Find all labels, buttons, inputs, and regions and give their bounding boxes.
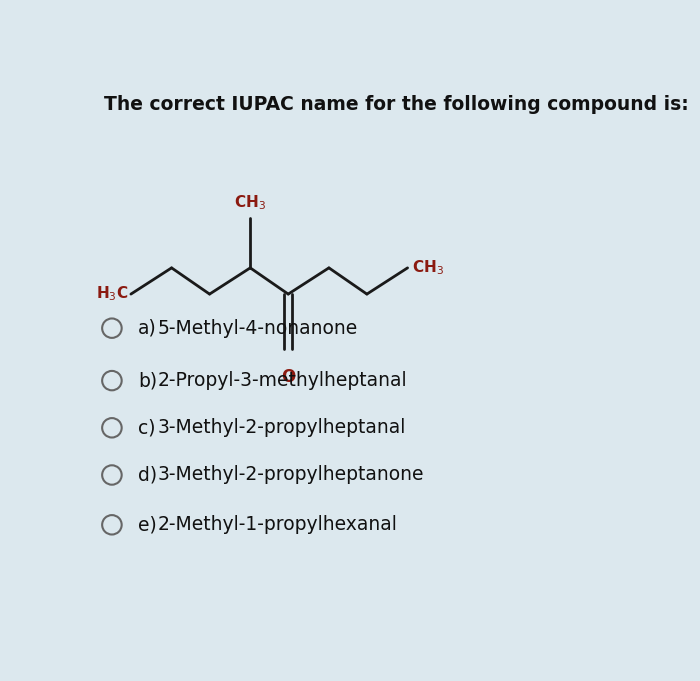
Text: CH$_3$: CH$_3$ <box>412 259 444 277</box>
Text: O: O <box>281 368 295 385</box>
Text: d): d) <box>138 466 157 484</box>
Text: c): c) <box>138 418 155 437</box>
Text: a): a) <box>138 319 157 338</box>
Text: CH$_3$: CH$_3$ <box>234 193 266 212</box>
Text: 2-Propyl-3-methylheptanal: 2-Propyl-3-methylheptanal <box>158 371 407 390</box>
Text: 3-Methyl-2-propylheptanone: 3-Methyl-2-propylheptanone <box>158 466 424 484</box>
Text: 2-Methyl-1-propylhexanal: 2-Methyl-1-propylhexanal <box>158 516 398 535</box>
Text: 3-Methyl-2-propylheptanal: 3-Methyl-2-propylheptanal <box>158 418 407 437</box>
Text: H$_3$C: H$_3$C <box>96 285 128 304</box>
Text: The correct IUPAC name for the following compound is:: The correct IUPAC name for the following… <box>104 95 689 114</box>
Text: 5-Methyl-4-nonanone: 5-Methyl-4-nonanone <box>158 319 358 338</box>
Text: e): e) <box>138 516 157 535</box>
Text: b): b) <box>138 371 157 390</box>
